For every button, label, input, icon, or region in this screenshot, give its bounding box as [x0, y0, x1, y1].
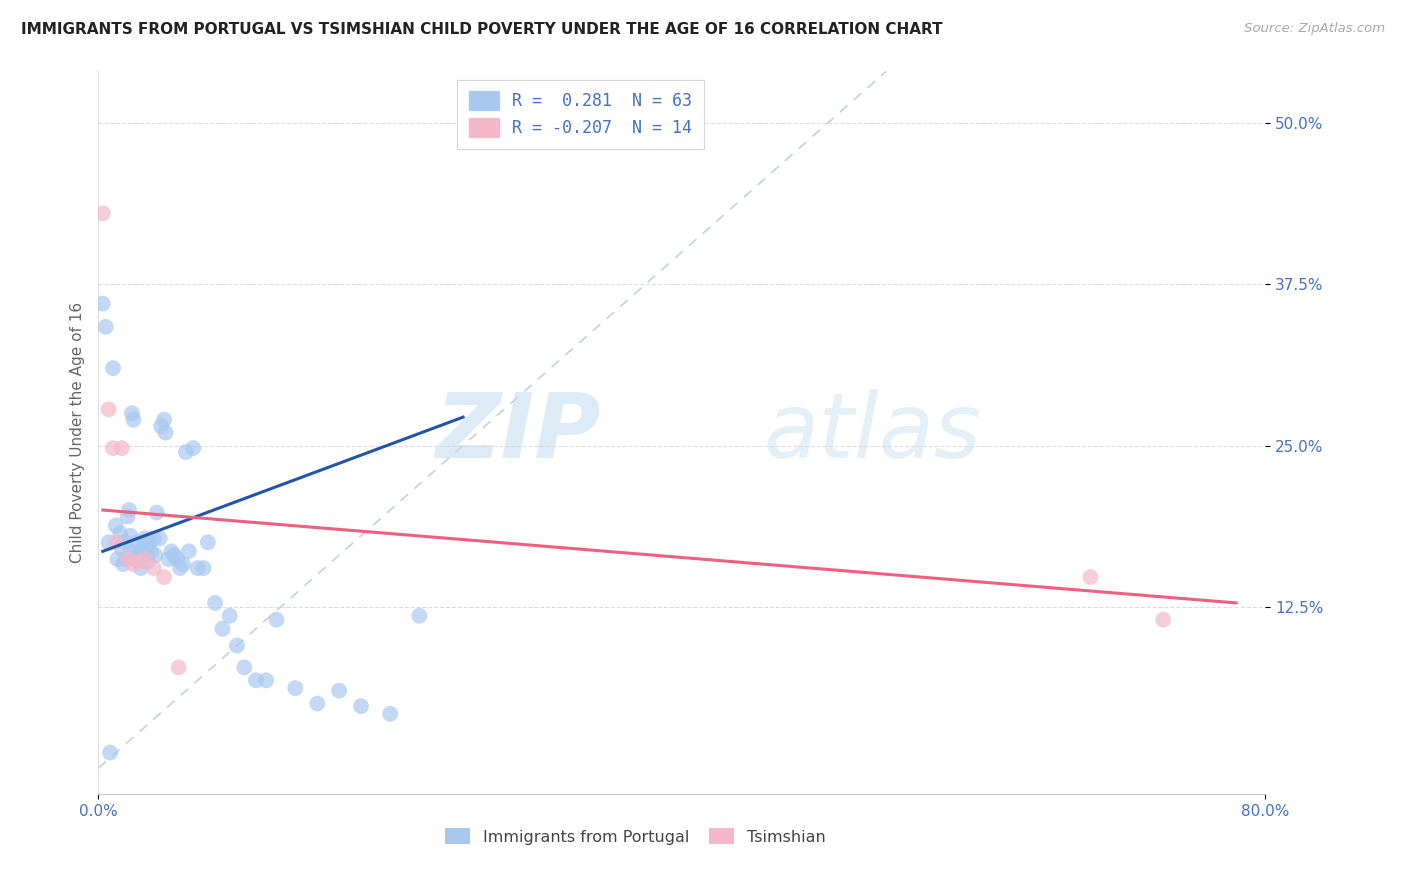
Text: atlas: atlas	[763, 389, 981, 476]
Legend: Immigrants from Portugal, Tsimshian: Immigrants from Portugal, Tsimshian	[439, 822, 832, 851]
Point	[139, 544, 162, 558]
Point	[233, 660, 256, 674]
Point	[197, 535, 219, 549]
Point	[408, 608, 430, 623]
Point	[211, 622, 233, 636]
Point	[153, 413, 176, 427]
Point	[187, 561, 209, 575]
Point	[284, 681, 307, 695]
Point	[153, 570, 176, 584]
Point	[174, 445, 197, 459]
Point	[177, 544, 200, 558]
Point	[117, 552, 139, 566]
Point	[138, 535, 160, 549]
Point	[135, 548, 157, 562]
Point	[122, 558, 145, 572]
Point	[121, 406, 143, 420]
Point	[169, 561, 191, 575]
Point	[166, 552, 188, 566]
Point	[218, 608, 240, 623]
Point	[134, 552, 156, 566]
Point	[129, 561, 152, 575]
Point	[115, 552, 138, 566]
Point	[105, 552, 128, 566]
Point	[1152, 613, 1174, 627]
Point	[132, 535, 155, 549]
Point	[307, 697, 329, 711]
Point	[131, 544, 153, 558]
Point	[149, 532, 172, 546]
Point	[1080, 570, 1102, 584]
Point	[172, 558, 194, 572]
Point	[245, 673, 267, 688]
Point	[142, 561, 165, 575]
Point	[111, 441, 134, 455]
Point	[167, 660, 190, 674]
Point	[127, 535, 149, 549]
Point	[120, 544, 142, 558]
Point	[117, 509, 139, 524]
Point	[118, 503, 141, 517]
Point	[125, 544, 148, 558]
Point	[350, 699, 373, 714]
Point	[124, 552, 146, 566]
Point	[266, 613, 288, 627]
Point	[136, 555, 159, 569]
Point	[150, 419, 173, 434]
Point	[97, 535, 120, 549]
Point	[101, 361, 124, 376]
Point	[134, 532, 156, 546]
Point	[160, 544, 183, 558]
Point	[91, 206, 114, 220]
Point	[181, 441, 204, 455]
Point	[110, 526, 132, 541]
Point	[155, 425, 177, 440]
Point	[328, 683, 350, 698]
Point	[112, 558, 135, 572]
Point	[204, 596, 226, 610]
Point	[128, 555, 150, 569]
Point	[163, 548, 186, 562]
Point	[128, 555, 150, 569]
Point	[114, 535, 136, 549]
Point	[157, 552, 180, 566]
Point	[380, 706, 402, 721]
Point	[91, 296, 114, 310]
Point	[142, 532, 165, 546]
Point	[226, 639, 249, 653]
Y-axis label: Child Poverty Under the Age of 16: Child Poverty Under the Age of 16	[69, 302, 84, 563]
Point	[143, 548, 166, 562]
Point	[104, 518, 127, 533]
Point	[101, 441, 124, 455]
Point	[254, 673, 277, 688]
Point	[104, 535, 127, 549]
Text: Source: ZipAtlas.com: Source: ZipAtlas.com	[1244, 22, 1385, 36]
Point	[98, 746, 121, 760]
Point	[146, 506, 169, 520]
Text: ZIP: ZIP	[434, 389, 600, 476]
Point	[193, 561, 215, 575]
Point	[94, 319, 117, 334]
Point	[122, 413, 145, 427]
Text: IMMIGRANTS FROM PORTUGAL VS TSIMSHIAN CHILD POVERTY UNDER THE AGE OF 16 CORRELAT: IMMIGRANTS FROM PORTUGAL VS TSIMSHIAN CH…	[21, 22, 942, 37]
Point	[120, 529, 142, 543]
Point	[97, 402, 120, 417]
Point	[111, 541, 134, 556]
